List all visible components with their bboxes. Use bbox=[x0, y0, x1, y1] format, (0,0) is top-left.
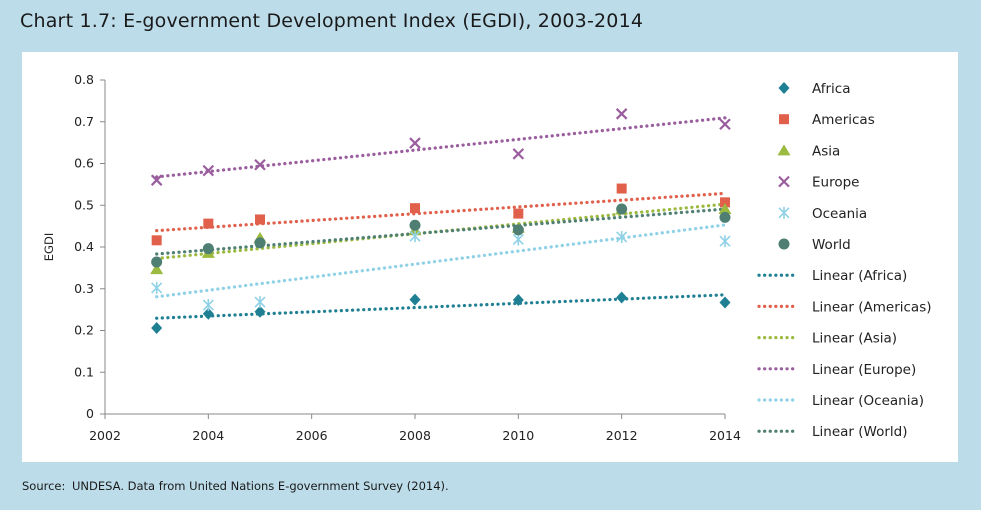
point-europe-2003 bbox=[150, 174, 163, 186]
legend-label-world: World bbox=[812, 237, 851, 253]
trendline-world bbox=[155, 207, 727, 256]
legend: Africa Americas Asia Europe Oceania World Line… bbox=[757, 81, 932, 440]
point-americas-2004 bbox=[203, 218, 214, 229]
axes: 0 0.1 0.2 0.3 0.4 0.5 0.6 0.7 0.8 2002 2004 2006 200… bbox=[42, 72, 741, 443]
point-americas-2014 bbox=[720, 197, 730, 208]
point-africa-2004 bbox=[202, 307, 214, 320]
y-tick-label: 0.2 bbox=[74, 323, 94, 338]
y-tick-label: 0.5 bbox=[74, 197, 94, 212]
x-tick-label: 2012 bbox=[606, 428, 638, 443]
legend-marker-world bbox=[778, 238, 790, 250]
y-tick-label: 0.1 bbox=[74, 364, 94, 379]
point-europe-2010 bbox=[512, 148, 525, 160]
point-oceania-2012 bbox=[616, 230, 628, 243]
point-africa-2008 bbox=[409, 293, 421, 306]
legend-marker-oceania bbox=[778, 206, 790, 219]
point-africa-2003 bbox=[151, 321, 163, 334]
point-world-2012 bbox=[616, 203, 628, 215]
trendlines bbox=[155, 116, 727, 320]
y-tick-label: 0.8 bbox=[74, 72, 94, 87]
point-oceania-2005 bbox=[254, 296, 266, 309]
legend-label-linear-oceania: Linear (Oceania) bbox=[812, 393, 924, 409]
point-europe-2012 bbox=[615, 108, 628, 120]
legend-label-africa: Africa bbox=[812, 81, 851, 97]
legend-label-linear-world: Linear (World) bbox=[812, 424, 907, 440]
legend-marker-africa bbox=[778, 82, 790, 94]
chart-panel: 0 0.1 0.2 0.3 0.4 0.5 0.6 0.7 0.8 2002 2004 2006 200… bbox=[22, 52, 958, 462]
legend-label-linear-africa: Linear (Africa) bbox=[812, 268, 907, 284]
point-oceania-2003 bbox=[151, 281, 163, 294]
page-title: Chart 1.7: E-government Development Inde… bbox=[20, 10, 644, 32]
x-tick-label: 2004 bbox=[192, 428, 224, 443]
point-asia-2014 bbox=[718, 203, 732, 215]
x-tick-label: 2010 bbox=[502, 428, 534, 443]
legend-marker-asia bbox=[777, 144, 791, 156]
legend-label-oceania: Oceania bbox=[812, 206, 867, 222]
legend-label-linear-americas: Linear (Americas) bbox=[812, 299, 932, 315]
y-tick-label: 0.6 bbox=[74, 156, 94, 171]
point-africa-2014 bbox=[719, 296, 731, 309]
data-points bbox=[150, 108, 732, 334]
point-world-2008 bbox=[409, 219, 421, 231]
source-note: Source: UNDESA. Data from United Nations … bbox=[22, 479, 449, 493]
y-tick-label: 0.7 bbox=[74, 114, 94, 129]
point-europe-2014 bbox=[719, 118, 731, 131]
legend-label-linear-europe: Linear (Europe) bbox=[812, 362, 916, 378]
y-tick-label: 0.4 bbox=[74, 239, 94, 254]
y-tick-label: 0.3 bbox=[74, 281, 94, 296]
point-africa-2012 bbox=[616, 291, 628, 304]
trendline-oceania bbox=[155, 223, 727, 299]
legend-label-asia: Asia bbox=[812, 143, 840, 159]
point-africa-2005 bbox=[254, 305, 266, 318]
point-americas-2012 bbox=[616, 183, 627, 194]
trendline-africa bbox=[155, 293, 727, 320]
point-world-2014 bbox=[719, 211, 731, 223]
point-africa-2010 bbox=[512, 294, 524, 307]
point-americas-2005 bbox=[255, 214, 265, 225]
legend-label-americas: Americas bbox=[812, 112, 875, 128]
x-tick-label: 2002 bbox=[89, 428, 121, 443]
point-oceania-2010 bbox=[512, 233, 524, 246]
point-world-2003 bbox=[151, 256, 163, 268]
point-europe-2005 bbox=[254, 158, 266, 171]
source-text: UNDESA. Data from United Nations E-gover… bbox=[72, 479, 449, 493]
x-tick-label: 2014 bbox=[709, 428, 741, 443]
trendline-americas bbox=[155, 191, 727, 233]
legend-label-linear-asia: Linear (Asia) bbox=[812, 331, 897, 347]
legend-marker-americas bbox=[779, 114, 789, 125]
source-label: Source: bbox=[22, 479, 66, 493]
egdi-chart: 0 0.1 0.2 0.3 0.4 0.5 0.6 0.7 0.8 2002 2004 2006 200… bbox=[42, 72, 932, 443]
point-world-2005 bbox=[254, 237, 266, 249]
y-tick-label: 0 bbox=[86, 406, 94, 421]
point-americas-2010 bbox=[513, 208, 524, 219]
point-oceania-2014 bbox=[719, 235, 731, 248]
trendline-europe bbox=[155, 116, 727, 179]
point-oceania-2008 bbox=[409, 230, 421, 243]
point-asia-2003 bbox=[150, 263, 164, 275]
x-tick-label: 2006 bbox=[296, 428, 328, 443]
legend-marker-europe bbox=[778, 175, 790, 188]
point-americas-2008 bbox=[410, 203, 420, 214]
y-axis-title: EGDI bbox=[42, 233, 56, 261]
point-americas-2003 bbox=[151, 235, 162, 246]
point-world-2004 bbox=[202, 243, 214, 255]
point-world-2010 bbox=[512, 224, 524, 236]
point-europe-2004 bbox=[202, 164, 215, 177]
point-oceania-2004 bbox=[202, 299, 214, 312]
legend-label-europe: Europe bbox=[812, 175, 859, 191]
x-tick-label: 2008 bbox=[399, 428, 431, 443]
point-europe-2008 bbox=[409, 137, 421, 149]
